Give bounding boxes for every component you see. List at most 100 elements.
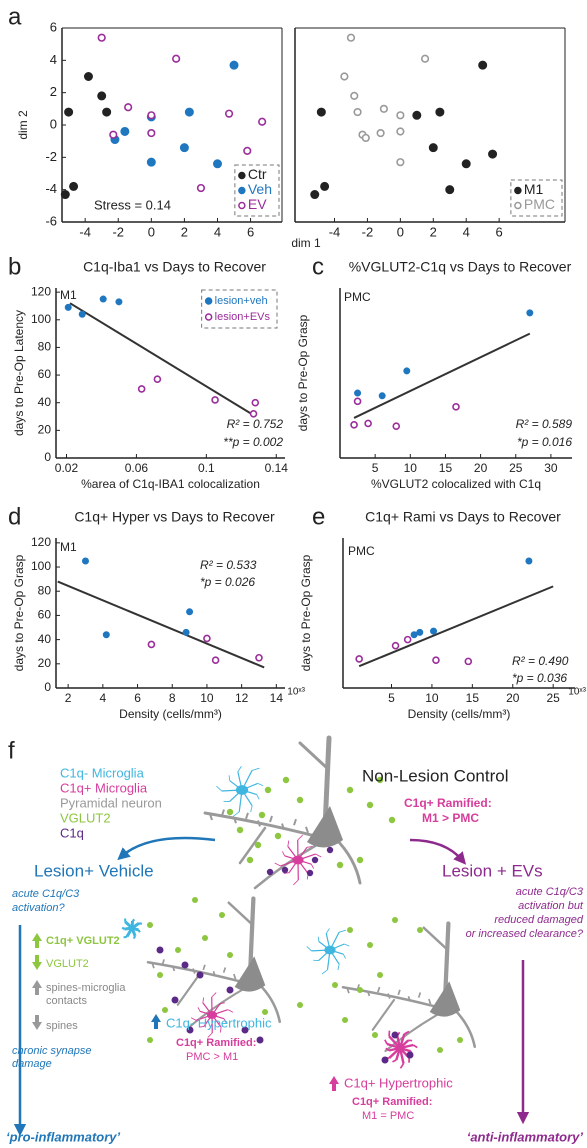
chart-title: C1q-Iba1 vs Days to Recover xyxy=(83,259,266,275)
dendrite xyxy=(238,826,267,865)
annotation: PMC xyxy=(344,290,371,304)
spine xyxy=(417,992,422,998)
x-tick-label: -4 xyxy=(79,224,91,239)
spine xyxy=(407,995,411,1002)
process xyxy=(131,918,136,922)
y-tick-label: 80 xyxy=(38,583,52,597)
process xyxy=(392,1059,397,1063)
point xyxy=(396,111,405,120)
point xyxy=(428,143,438,153)
process xyxy=(228,775,231,781)
soma xyxy=(234,956,266,992)
process xyxy=(412,1044,418,1049)
y-axis-label: dim 2 xyxy=(16,110,30,140)
x-tick-label: 30 xyxy=(544,461,558,475)
x-tick-label: 0 xyxy=(148,224,155,239)
x-tick-label: 0.14 xyxy=(265,461,289,475)
y-tick-label: 20 xyxy=(38,656,52,670)
dendrite xyxy=(203,811,317,838)
dendrite xyxy=(146,960,243,984)
x-tick-label: 14 xyxy=(270,691,284,705)
y-tick-label: 100 xyxy=(31,312,51,326)
legend-label: lesion+EVs xyxy=(215,311,271,323)
x-tick-label: 6 xyxy=(247,224,254,239)
process xyxy=(227,1009,234,1013)
process xyxy=(219,1002,225,1005)
diagram-text: PMC > M1 xyxy=(186,1051,238,1063)
point xyxy=(361,133,370,143)
y-tick-label: 60 xyxy=(38,367,52,381)
process xyxy=(385,1047,390,1052)
change-arrow xyxy=(32,980,42,995)
process xyxy=(283,872,290,874)
spine xyxy=(161,959,165,965)
x-axis-label: dim 1 xyxy=(291,236,321,250)
x-tick-label: 15 xyxy=(466,691,480,705)
process xyxy=(306,946,312,952)
legend-label: M1 xyxy=(524,181,544,197)
point xyxy=(78,310,86,318)
x-axis-label: %VGLUT2 colocalized with C1q xyxy=(371,477,541,491)
point xyxy=(102,107,112,117)
trendline xyxy=(69,302,255,417)
dendrite xyxy=(189,986,247,1028)
puncta xyxy=(227,952,233,958)
spine xyxy=(281,823,285,830)
process xyxy=(274,862,281,867)
spine xyxy=(233,816,237,824)
trendline xyxy=(353,332,531,419)
dendrite xyxy=(298,741,329,770)
point xyxy=(525,557,533,565)
point xyxy=(412,110,422,120)
x-tick-label: 25 xyxy=(509,461,523,475)
y-tick-label: 20 xyxy=(38,423,52,437)
annotation: *p = 0.026 xyxy=(200,575,255,589)
spine xyxy=(245,812,249,820)
x-tick-label: 0.06 xyxy=(125,461,149,475)
x-tick-label: 6 xyxy=(134,691,141,705)
point xyxy=(435,107,445,117)
legend-marker xyxy=(204,313,213,321)
puncta xyxy=(186,1026,194,1034)
process xyxy=(343,953,346,959)
diagram-text: C1q- Microglia xyxy=(60,765,145,780)
puncta xyxy=(236,826,244,834)
y-tick-label: 60 xyxy=(38,608,52,622)
dendrite xyxy=(452,1007,477,1049)
process xyxy=(199,1025,205,1028)
puncta xyxy=(157,972,163,978)
change-arrow xyxy=(329,1076,339,1091)
point xyxy=(432,656,440,664)
dendrite xyxy=(384,1011,442,1053)
point xyxy=(350,421,358,429)
x-tick-label: 25 xyxy=(546,691,560,705)
process xyxy=(216,785,222,792)
point xyxy=(184,107,194,117)
x-multiplier: 10ˣ³ xyxy=(287,687,305,698)
puncta xyxy=(281,866,289,874)
point xyxy=(102,631,110,639)
point xyxy=(378,392,386,400)
dendrite xyxy=(333,836,362,885)
diagram-text: activation but xyxy=(518,900,584,912)
dendrite xyxy=(341,985,438,1009)
panel-letter: c xyxy=(312,253,324,280)
point xyxy=(410,631,418,639)
y-tick-label: 40 xyxy=(38,395,52,409)
point xyxy=(396,158,405,167)
point xyxy=(376,128,385,138)
point xyxy=(182,628,190,636)
change-arrow xyxy=(32,955,42,970)
x-tick-label: 4 xyxy=(463,224,470,239)
point xyxy=(115,298,123,306)
diagram-text: VGLUT2 xyxy=(60,810,111,825)
point xyxy=(172,54,181,63)
process xyxy=(293,879,299,886)
point xyxy=(137,385,146,393)
puncta xyxy=(226,808,234,816)
point xyxy=(229,60,239,70)
puncta xyxy=(181,961,189,969)
puncta xyxy=(202,935,208,941)
x-axis-label: %area of C1q-IBA1 colocalization xyxy=(81,477,260,491)
